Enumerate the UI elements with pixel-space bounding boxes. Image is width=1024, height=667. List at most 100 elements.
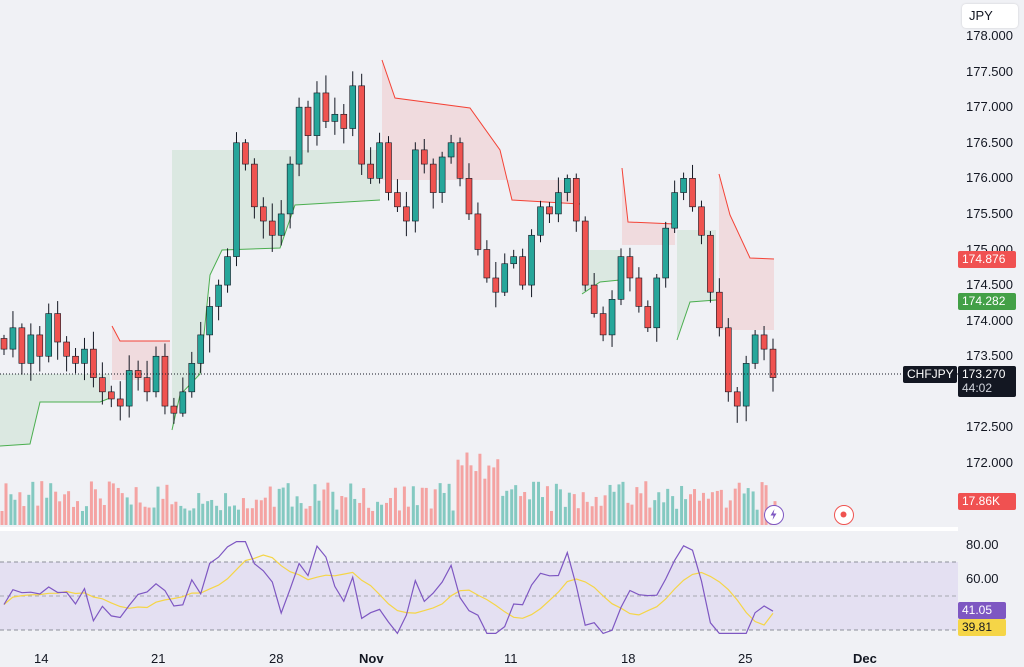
volume-bar (474, 471, 478, 525)
volume-bar (639, 493, 643, 525)
volume-bar (594, 496, 598, 525)
candle-body (671, 192, 678, 229)
price-tick-label: 175.500 (966, 205, 1013, 221)
volume-bar (693, 489, 697, 525)
volume-bar (349, 483, 353, 525)
volume-bar (505, 490, 509, 525)
candle-body (760, 334, 768, 350)
candle-body (528, 234, 535, 286)
volume-tag: 17.86K (958, 493, 1016, 510)
candle-body (769, 348, 777, 378)
candle-body (555, 192, 562, 215)
candle-body (465, 178, 473, 215)
candle-body (546, 206, 553, 215)
candle-body (483, 249, 491, 279)
candle-body (215, 284, 222, 307)
candle-body (617, 256, 625, 300)
time-tick-label: 28 (269, 651, 284, 666)
candle-body (242, 142, 249, 165)
candle-body (358, 85, 365, 165)
candle-body (170, 405, 178, 414)
volume-bar (358, 502, 362, 525)
candle-body (635, 277, 643, 307)
rsi-line (3, 541, 774, 635)
volume-bar (648, 507, 652, 525)
candle-body (572, 178, 580, 222)
volume-bar (576, 508, 580, 525)
volume-bar (671, 496, 675, 525)
supertrend-bands (0, 59, 775, 447)
volume-bar (236, 509, 240, 525)
record-icon[interactable] (834, 505, 854, 525)
volume-bar (581, 492, 585, 525)
lightning-icon[interactable] (764, 505, 784, 525)
candlesticks (0, 71, 777, 424)
volume-bar (206, 501, 210, 525)
candle-body (689, 178, 696, 208)
volume-bar (197, 493, 201, 525)
volume-bar (635, 487, 639, 525)
band-fill (382, 60, 580, 204)
volume-bar (541, 497, 545, 525)
volume-bar (680, 485, 684, 525)
time-tick-label: Dec (853, 651, 877, 666)
volume-bar (80, 510, 84, 525)
price-tick-label: 177.500 (966, 63, 1013, 79)
volume-bar (684, 499, 688, 525)
time-tick-label: 21 (151, 651, 166, 666)
currency-label[interactable]: JPY (962, 4, 1018, 28)
volume-bar (456, 459, 460, 525)
candle-body (233, 142, 240, 257)
time-tick-label: Nov (359, 651, 384, 666)
volume-bar (340, 496, 344, 525)
candle-body (564, 178, 571, 193)
volume-bar (22, 506, 26, 525)
candle-body (179, 391, 187, 414)
candle-body (438, 156, 446, 193)
rsi-lines (3, 541, 774, 635)
volume-bar (313, 484, 317, 525)
volume-bar (608, 484, 612, 525)
candle-body (251, 163, 258, 208)
time-tick-label: 14 (34, 651, 49, 666)
volume-bar (724, 507, 728, 525)
volume-bar (362, 488, 366, 525)
volume-bar (385, 502, 388, 525)
volume-bar (36, 505, 40, 525)
volume-bar (376, 501, 380, 525)
candle-body (295, 106, 303, 165)
candle-body (9, 327, 17, 350)
candle-body (581, 220, 589, 286)
candle-body (412, 149, 419, 222)
volume-bar (545, 486, 549, 525)
candle-body (188, 363, 196, 393)
volume-bar (134, 487, 138, 525)
volume-bar (76, 501, 80, 525)
volume-bar (706, 498, 710, 525)
candle-body (474, 213, 482, 250)
volume-bar (612, 491, 616, 525)
volume-bar (250, 508, 254, 525)
price-tick-label: 178.000 (966, 28, 1013, 43)
volume-bar (621, 481, 625, 525)
candle-body (18, 327, 26, 364)
volume-bar (49, 483, 53, 525)
price-tick-label: 177.000 (966, 99, 1013, 115)
volume-bar (496, 459, 500, 525)
volume-bar (719, 489, 723, 525)
volume-bar (411, 486, 415, 525)
candle-body (626, 256, 634, 279)
volume-bar (451, 510, 455, 525)
volume-bar (147, 507, 151, 525)
volume-bar (514, 485, 518, 525)
candle-body (36, 334, 44, 357)
volume-bar (156, 486, 160, 525)
candle-body (108, 391, 115, 400)
candle-body (385, 142, 392, 193)
rsi-tick-label: 80.00 (966, 537, 999, 552)
price-tick-label: 176.500 (966, 134, 1013, 150)
volume-bar (138, 502, 142, 525)
candle-body (751, 334, 759, 364)
candle-body (403, 206, 410, 222)
